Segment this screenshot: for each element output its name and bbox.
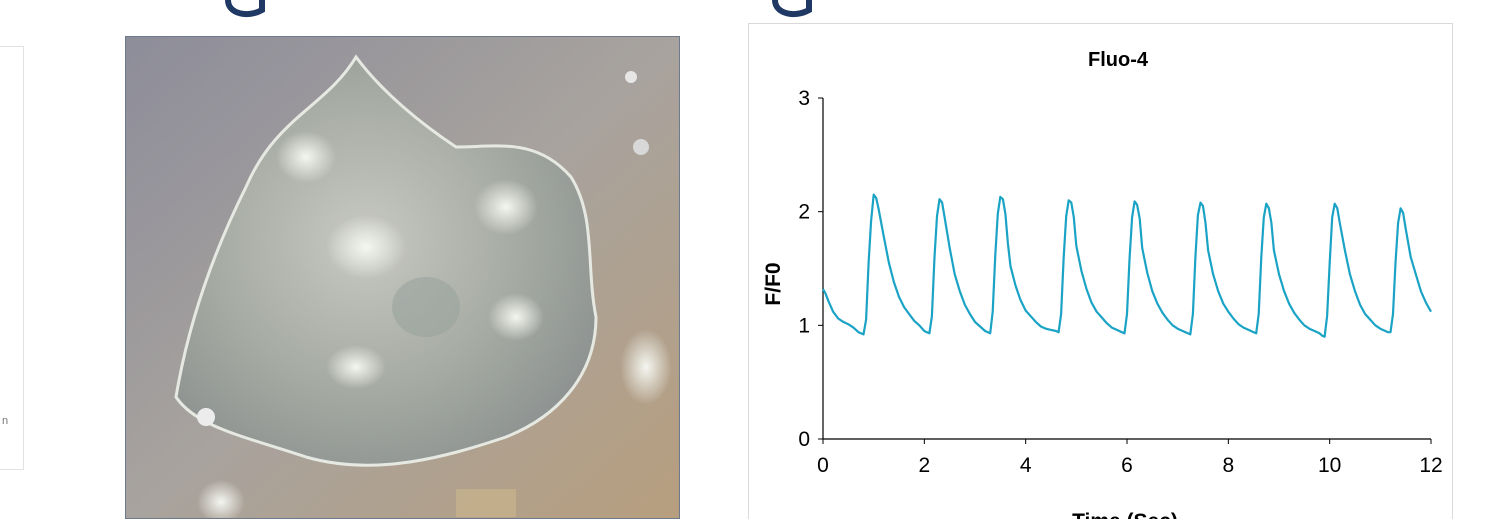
cell-fragment	[620, 329, 672, 405]
x-tick-label: 0	[817, 454, 829, 477]
debris	[625, 71, 637, 83]
x-tick-label: 12	[1419, 454, 1442, 477]
x-tick-label: 4	[1020, 454, 1032, 477]
chart-title: Fluo-4	[1088, 49, 1149, 71]
chart-frame	[748, 23, 1453, 519]
cell-micrograph-image	[125, 36, 680, 519]
y-tick-label: 0	[798, 428, 810, 451]
chart-series	[822, 193, 1432, 338]
cell-nucleus	[276, 131, 336, 183]
slide-title-glyph-tails	[225, 0, 812, 18]
micrograph-drawing	[126, 37, 679, 518]
y-axis-title: F/F0	[762, 262, 785, 305]
slide-title-strip	[0, 0, 1501, 22]
series-line-fluo4	[822, 193, 1432, 338]
title-glyph-g-left	[225, 0, 265, 18]
cell-nucleus	[326, 215, 406, 279]
debris	[456, 489, 516, 517]
cell-body	[392, 277, 460, 337]
cell-nucleus	[474, 179, 538, 235]
cell-nucleus	[326, 345, 386, 389]
x-tick-label: 6	[1121, 454, 1133, 477]
cell-nucleus	[488, 293, 544, 341]
x-tick-label: 10	[1318, 454, 1341, 477]
x-tick-label: 8	[1222, 454, 1234, 477]
x-axis-title: Time (Sec)	[1072, 510, 1178, 519]
cell-fragment	[197, 480, 245, 518]
left-content-panel: n	[0, 46, 24, 470]
x-tick-label: 2	[918, 454, 930, 477]
chart-axes	[822, 98, 1431, 440]
y-tick-label: 3	[798, 87, 810, 110]
left-panel-text-fragment: n	[2, 415, 9, 427]
title-glyph-g-right	[772, 0, 812, 18]
y-tick-label: 2	[798, 201, 810, 224]
debris	[633, 139, 649, 155]
y-tick-label: 1	[798, 314, 810, 337]
debris	[197, 408, 215, 426]
